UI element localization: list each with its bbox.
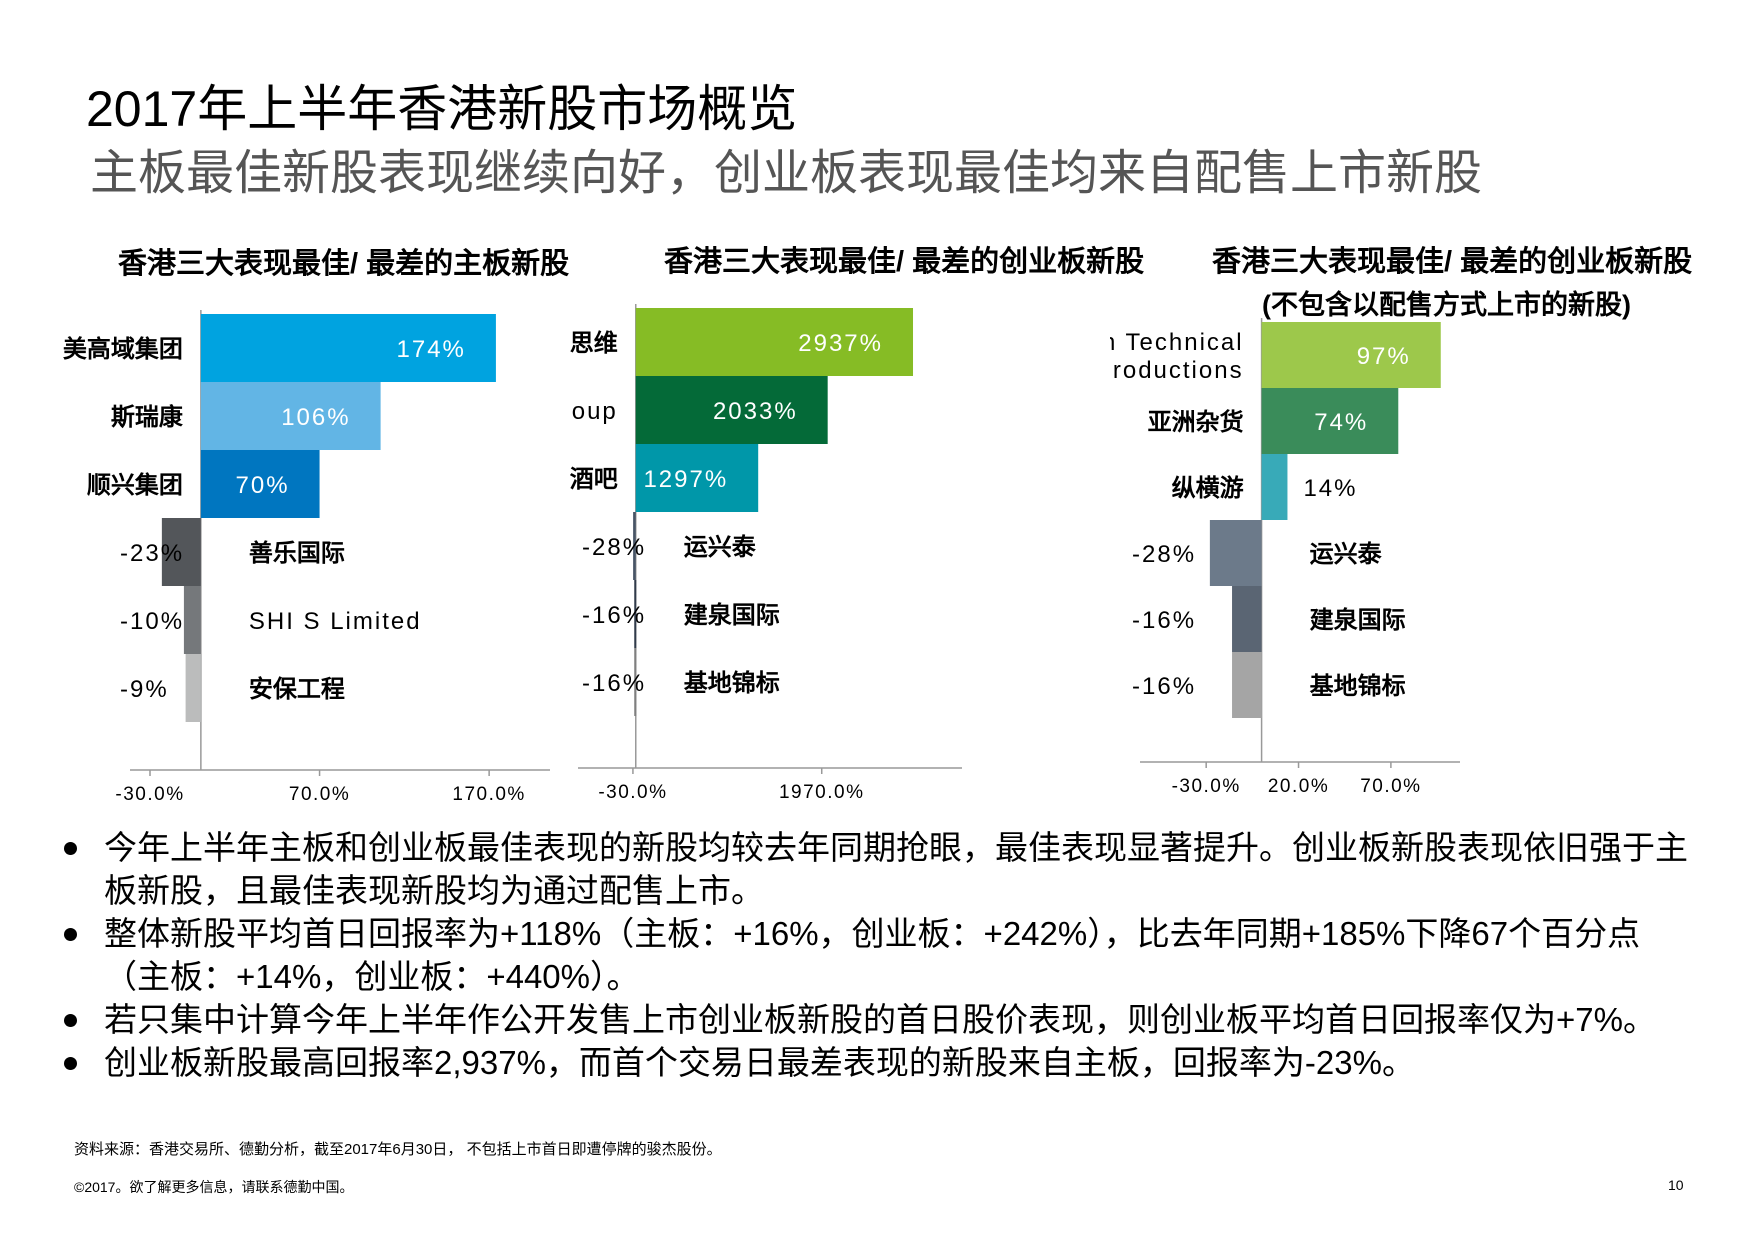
chart1-title: 香港三大表现最佳/ 最差的主板新股 — [118, 248, 570, 280]
bar — [185, 654, 201, 722]
bullet-dot — [64, 842, 77, 855]
value-label: -10% — [120, 608, 184, 635]
bar — [1232, 586, 1262, 652]
category-label: SHI S Limited — [249, 608, 422, 635]
bar — [1232, 652, 1262, 718]
value-label: -16% — [1132, 607, 1196, 634]
chart3-subtitle: (不包含以配售方式上市的新股) — [1262, 290, 1631, 320]
bar — [1261, 454, 1288, 520]
bullet-text: 创业板新股最高回报率2,937%，而首个交易日最差表现的新股来自主板，回报率为-… — [104, 1044, 1415, 1081]
bullet-text: 今年上半年主板和创业板最佳表现的新股均较去年同期抢眼，最佳表现显著提升。创业板新… — [104, 829, 1688, 909]
bullet-text: 若只集中计算今年上半年作公开发售上市创业板新股的首日股价表现，则创业板平均首日回… — [104, 1001, 1656, 1038]
bullet-item: 若只集中计算今年上半年作公开发售上市创业板新股的首日股价表现，则创业板平均首日回… — [56, 998, 1706, 1041]
value-label: -16% — [582, 670, 646, 697]
category-label: In TechnicalProductions — [1110, 329, 1244, 384]
bar — [635, 444, 759, 512]
bar — [200, 314, 496, 382]
bar — [1261, 322, 1441, 388]
tick-label: 70.0% — [1360, 776, 1421, 797]
category-label: 安保工程 — [249, 675, 345, 703]
value-label: 74% — [1314, 409, 1368, 436]
value-label: 106% — [281, 404, 350, 431]
category-label: 太平洋酒吧 — [570, 465, 618, 493]
category-label: 建泉国际 — [684, 601, 780, 629]
bar — [161, 518, 201, 586]
page-title: 2017年上半年香港新股市场概览 — [86, 81, 798, 137]
value-label: -23% — [120, 540, 184, 567]
category-label: 斯瑞康 — [111, 403, 184, 431]
bar — [634, 580, 637, 648]
bullet-item: 创业板新股最高回报率2,937%，而首个交易日最差表现的新股来自主板，回报率为-… — [56, 1041, 1706, 1084]
bullet-item: 今年上半年主板和创业板最佳表现的新股均较去年同期抢眼，最佳表现显著提升。创业板新… — [56, 826, 1706, 912]
bar — [183, 586, 201, 654]
category-label: 顺兴集团 — [87, 471, 183, 499]
category-label: 善乐国际 — [249, 539, 345, 567]
value-label: 70% — [236, 472, 290, 499]
bar — [634, 648, 637, 716]
chart-gem-board-excl-placing: In TechnicalProductions 97% 亚洲杂货 74% 纵横游 14% 运… — [1110, 318, 1460, 797]
tick-label: 1970.0% — [779, 782, 865, 803]
chart-gem-board: 奥传思维 2937% PF Group 2033% 太平洋酒吧 1297% 运兴泰 -28% 建… — [570, 304, 962, 803]
chart2-title: 香港三大表现最佳/ 最差的创业板新股 — [664, 246, 1145, 278]
tick-label: 20.0% — [1268, 776, 1329, 797]
bullet-item: 整体新股平均首日回报率为+118%（主板：+16%，创业板：+242%），比去年… — [56, 912, 1706, 998]
tick-label: 70.0% — [289, 784, 350, 805]
category-label: PF Group — [570, 398, 618, 425]
bullet-dot — [64, 1057, 77, 1070]
bar — [633, 512, 636, 580]
category-label: 建泉国际 — [1310, 606, 1406, 634]
value-label: 174% — [397, 336, 466, 363]
value-label: 2033% — [713, 398, 798, 425]
tick-label: -30.0% — [115, 784, 184, 805]
value-label: -28% — [582, 534, 646, 561]
category-label: 运兴泰 — [1310, 541, 1383, 568]
bar — [1261, 388, 1399, 454]
bullet-dot — [64, 1014, 77, 1027]
category-label: 运兴泰 — [684, 534, 757, 561]
bullet-text: 整体新股平均首日回报率为+118%（主板：+16%，创业板：+242%），比去年… — [104, 915, 1641, 995]
category-label: 基地锦标 — [1310, 673, 1406, 700]
copyright: ©2017。欲了解更多信息，请联系德勤中国。 — [74, 1179, 354, 1195]
category-label: 奥传思维 — [570, 329, 618, 357]
value-label: -28% — [1132, 541, 1196, 568]
category-label: 美高域集团 — [63, 335, 183, 363]
category-label: 亚洲杂货 — [1148, 408, 1244, 436]
bar — [200, 450, 320, 518]
category-label: 基地锦标 — [684, 670, 780, 697]
value-label: 97% — [1357, 343, 1411, 370]
tick-label: -30.0% — [598, 782, 667, 803]
bar — [1209, 520, 1262, 586]
chart-main-board: 美高域集团 174% 斯瑞康 106% 顺兴集团 70% 善乐国际 -23% SHI S Lim… — [63, 310, 550, 805]
bullet-list: 今年上半年主板和创业板最佳表现的新股均较去年同期抢眼，最佳表现显著提升。创业板新… — [56, 826, 1706, 1084]
bar — [635, 376, 828, 444]
bar — [635, 308, 914, 376]
value-label: -16% — [1132, 673, 1196, 700]
page-subtitle: 主板最佳新股表现继续向好，创业板表现最佳均来自配售上市新股 — [90, 147, 1483, 200]
value-label: -9% — [120, 676, 169, 703]
bar — [200, 382, 381, 450]
tick-label: -30.0% — [1172, 776, 1241, 797]
value-label: 14% — [1303, 475, 1357, 502]
chart3-title: 香港三大表现最佳/ 最差的创业板新股 — [1212, 246, 1693, 278]
value-label: 1297% — [643, 466, 728, 493]
value-label: 2937% — [798, 330, 883, 357]
page-number: 10 — [1668, 1177, 1684, 1193]
source-note: 资料来源：香港交易所、德勤分析，截至2017年6月30日， 不包括上市首日即遭停… — [74, 1141, 722, 1158]
category-label: 纵横游 — [1172, 474, 1244, 502]
bullet-dot — [64, 928, 77, 941]
value-label: -16% — [582, 602, 646, 629]
tick-label: 170.0% — [452, 784, 525, 805]
